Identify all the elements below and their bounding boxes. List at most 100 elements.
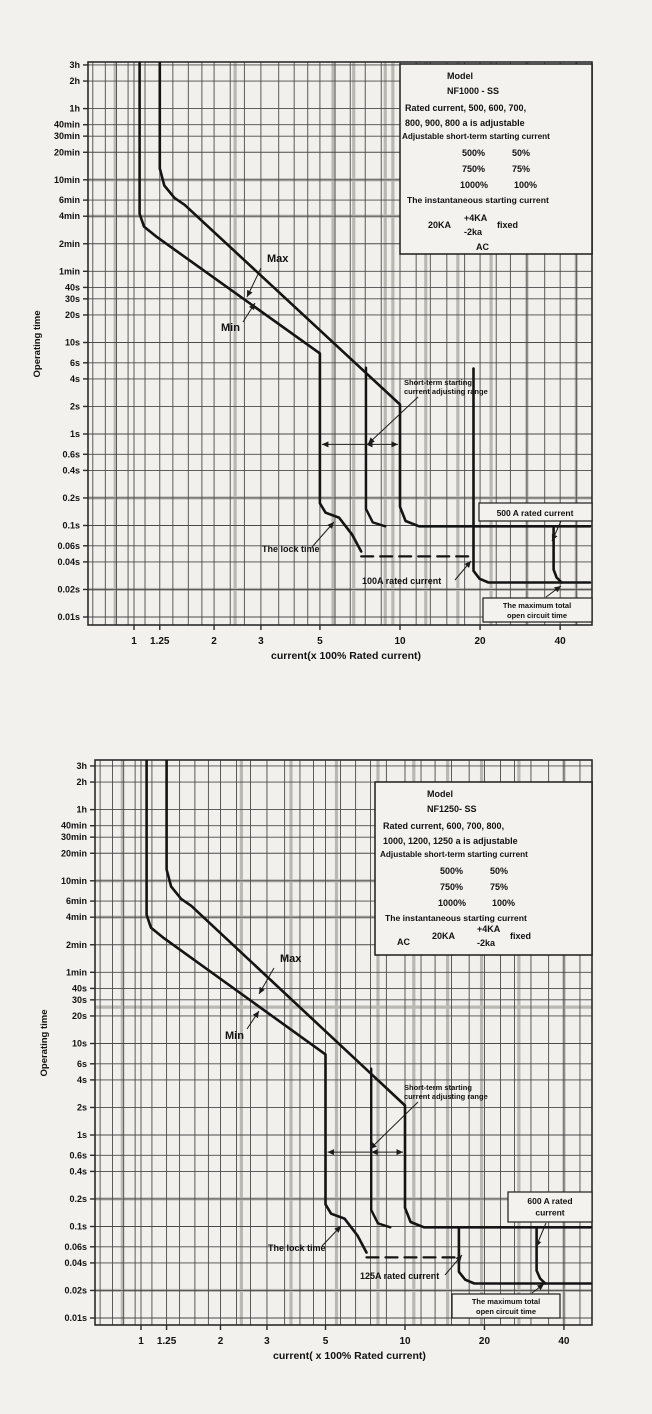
y-tick-label: 1h — [76, 805, 87, 815]
nf1000-max-label: Max — [246, 253, 289, 298]
nf1250-range-arrow — [327, 1149, 403, 1156]
nf1000-min-label: Min — [221, 302, 256, 334]
y-tick-label: 6s — [70, 358, 80, 368]
nf1000-info-line: 1000% — [460, 180, 488, 190]
y-tick-label: 40s — [65, 282, 80, 292]
y-tick-label: 10min — [54, 175, 80, 185]
x-tick-label: 40 — [558, 1336, 570, 1347]
nf1250-setting-750-drop — [370, 1067, 392, 1229]
arrow-head-icon — [321, 441, 329, 448]
nf1000-inst-500a-drop — [552, 524, 563, 584]
nf1250-min-curve — [145, 760, 368, 1254]
short-term-range-label-text: Short-term starting — [404, 378, 472, 387]
y-tick-label: 0.01s — [57, 612, 80, 622]
nf1250-info-box: Model NF1250- SS Rated current, 600, 700, … — [374, 781, 593, 956]
y-tick-label: 40min — [54, 120, 80, 130]
nf1250-x-axis-title: current( x 100% Rated current) — [273, 1350, 426, 1362]
x-tick-label: 1.25 — [157, 1336, 177, 1347]
nf1250-info-line: AC — [397, 937, 410, 947]
nf1000-info-box: Model NF1000 - SS Rated current, 500, 600,… — [399, 63, 593, 255]
600a-rated-label-text: current — [535, 1208, 564, 1218]
nf1000-info-box-frame — [399, 63, 593, 255]
x-tick-label: 3 — [258, 636, 264, 647]
y-tick-label: 2min — [59, 239, 80, 249]
max-open-time-label-text: The maximum total — [472, 1297, 540, 1306]
600a-rated-label-box — [507, 1191, 593, 1223]
nf1250-info-line: 50% — [490, 866, 508, 876]
arrow-head-icon — [247, 289, 253, 297]
100a-rated-label-text: 100A rated current — [362, 576, 441, 586]
y-tick-label: 40min — [61, 821, 87, 831]
nf1000-y-axis-title: Operating time — [32, 310, 43, 377]
500a-rated-label-text: 500 A rated current — [497, 508, 574, 518]
arrow-head-icon — [248, 303, 255, 311]
y-tick-label: 2s — [70, 401, 80, 411]
x-tick-label: 1.25 — [150, 636, 170, 647]
y-tick-label: 6s — [77, 1059, 87, 1069]
nf1250-info-line: Rated current, 600, 700, 800, — [383, 821, 504, 831]
nf1250-info-line: 1000% — [438, 898, 466, 908]
x-tick-label: 5 — [323, 1336, 329, 1347]
y-tick-label: 4min — [59, 211, 80, 221]
x-tick-label: 20 — [475, 636, 487, 647]
y-tick-label: 3h — [69, 60, 80, 70]
nf1000-info-line: 500% — [462, 148, 485, 158]
y-tick-label: 2min — [66, 940, 87, 950]
nf1000-setting-750-drop — [364, 366, 387, 528]
arrow-head-icon — [327, 522, 334, 529]
min-label-text: Min — [221, 322, 240, 334]
nf1000-info-line: Rated current, 500, 600, 700, — [405, 103, 526, 113]
y-tick-label: 0.2s — [62, 493, 80, 503]
max-open-time-label-text: The maximum total — [503, 601, 571, 610]
nf1250-max-label: Max — [258, 953, 302, 995]
500a-rated-label-box — [478, 502, 593, 522]
y-tick-label: 0.1s — [62, 521, 80, 531]
nf1000-max-curve — [158, 62, 592, 528]
y-tick-label: 2s — [77, 1102, 87, 1112]
y-tick-label: 0.6s — [62, 449, 80, 459]
nf1000-info-line: 50% — [512, 148, 530, 158]
y-tick-label: 10min — [61, 876, 87, 886]
arrow-head-icon — [252, 1011, 259, 1019]
nf1250-info-line: Model — [427, 789, 453, 799]
x-tick-label: 10 — [399, 1336, 411, 1347]
x-tick-label: 20 — [479, 1336, 491, 1347]
y-tick-label: 6min — [66, 896, 87, 906]
y-tick-label: 1min — [66, 967, 87, 977]
y-tick-label: 4s — [77, 1075, 87, 1085]
nf1250-info-line: fixed — [510, 931, 531, 941]
nf1250-info-line: 75% — [490, 882, 508, 892]
nf1250-info-line: +4KA — [477, 924, 501, 934]
nf1250-info-line: NF1250- SS — [427, 804, 477, 814]
y-tick-label: 0.02s — [57, 584, 80, 594]
nf1250-info-line: 20KA — [432, 931, 456, 941]
x-tick-label: 2 — [211, 636, 217, 647]
nf1000-info-line: 100% — [514, 180, 537, 190]
nf1250-600a-rated-label: 600 A rated current — [507, 1191, 593, 1248]
y-tick-label: 1h — [69, 104, 80, 114]
arrow-head-icon — [334, 1226, 341, 1233]
leader-line — [367, 396, 419, 445]
nf1250-inst-600a-drop — [535, 1226, 547, 1285]
y-tick-label: 2h — [69, 76, 80, 86]
x-tick-label: 1 — [131, 636, 137, 647]
y-tick-label: 0.04s — [57, 557, 80, 567]
arrow-head-icon — [371, 1149, 378, 1156]
y-tick-label: 0.4s — [69, 1166, 87, 1176]
y-tick-label: 6min — [59, 195, 80, 205]
y-tick-label: 0.6s — [69, 1150, 87, 1160]
nf1000-info-line: 75% — [512, 164, 530, 174]
nf1250-min-label: Min — [225, 1010, 260, 1042]
nf1000-info-line: The instantaneous starting current — [407, 195, 549, 205]
y-tick-label: 4s — [70, 374, 80, 384]
arrow-head-icon — [537, 1284, 544, 1291]
nf1250-info-line: Adjustable short-term starting current — [380, 850, 528, 859]
max-open-time-label-box — [482, 597, 593, 623]
leader-line — [369, 1101, 419, 1150]
